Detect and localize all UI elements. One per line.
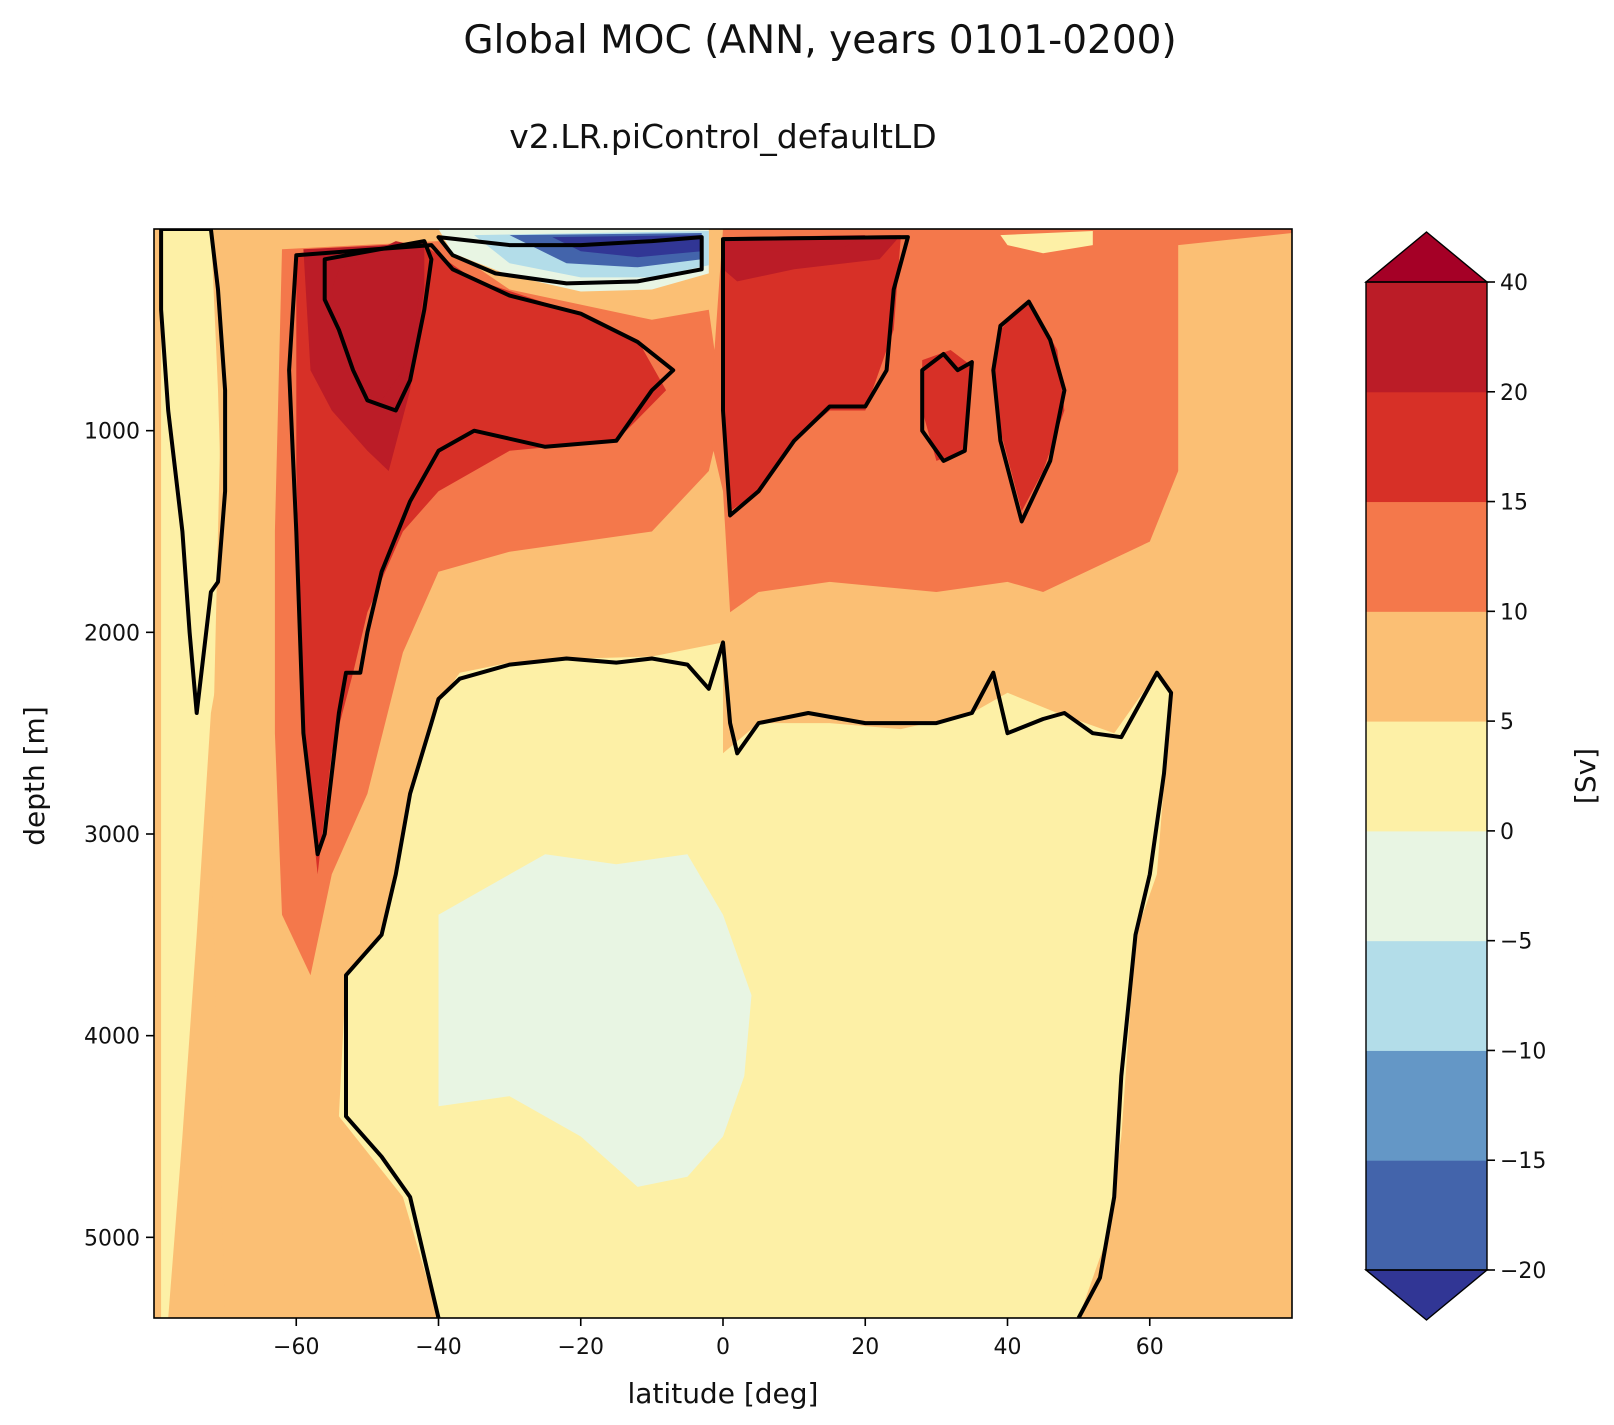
y-tick-label: 1000: [84, 420, 140, 445]
chart-title: Global MOC (ANN, years 0101-0200): [463, 18, 1176, 63]
colorbar-tick-label: 40: [1500, 271, 1528, 296]
y-tick-label: 5000: [84, 1226, 140, 1251]
y-axis-ticks: 1000 2000 3000 4000 5000: [84, 420, 154, 1251]
colorbar-band: [1366, 501, 1487, 612]
region-amoc-upper-cell: [723, 237, 901, 512]
colorbar-band: [1366, 830, 1487, 942]
contour-zero-contour-southern: [159, 229, 228, 715]
chart-subtitle: v2.LR.piControl_defaultLD: [509, 117, 936, 156]
colorbar-band: [1366, 1050, 1487, 1161]
colorbar-tick-label: 0: [1500, 820, 1514, 845]
colorbar-extend-min: [1364, 1269, 1489, 1321]
colorbar-label: [Sv]: [1569, 748, 1602, 804]
colorbar-band: [1366, 940, 1487, 1051]
contour-amoc-patch-contour-a: [920, 352, 974, 463]
plot-area: −60 −40 −20 0 20 40 60 1000 2000 3000 4000 5000: [84, 228, 1293, 1360]
region-amoc-subpolar-patch-b: [993, 299, 1065, 512]
colorbar-tick-label: −15: [1500, 1149, 1546, 1174]
contour-amoc-patch-contour-b: [991, 299, 1067, 524]
x-tick-label: −20: [558, 1335, 604, 1360]
colorbar-tick-label: 5: [1500, 710, 1514, 735]
region-amoc-subpolar-patch-a: [922, 350, 972, 461]
y-tick-label: 2000: [84, 621, 140, 646]
colorbar-band: [1366, 282, 1487, 393]
y-axis-label: depth [m]: [18, 706, 51, 846]
x-tick-label: −40: [415, 1335, 461, 1360]
colorbar-tick-label: 20: [1500, 381, 1528, 406]
x-tick-label: 60: [1136, 1335, 1164, 1360]
x-axis-ticks: −60 −40 −20 0 20 40 60: [273, 1318, 1164, 1360]
colorbar-tick-label: −5: [1500, 930, 1532, 955]
region-deep-abyssal-cell: [338, 642, 1172, 1318]
region-deacon-cell-max: [331, 241, 425, 401]
colorbar-band: [1366, 611, 1487, 722]
filled-contours: [161, 229, 1292, 1318]
colorbar-frame: [1365, 281, 1488, 1271]
x-tick-label: 0: [716, 1335, 730, 1360]
x-tick-label: −60: [273, 1335, 319, 1360]
x-axis-label: latitude [deg]: [628, 1377, 819, 1410]
colorbar-tick-label: −10: [1500, 1039, 1546, 1064]
contour-lines: [159, 229, 1174, 1318]
contour-deacon-20-contour: [322, 239, 434, 413]
colorbar-extend-max: [1364, 231, 1489, 283]
x-tick-label: 40: [994, 1335, 1022, 1360]
contour-amoc-10-contour: [721, 235, 910, 518]
colorbar: −20 −15 −10 −5 0 5 10 15 20 40: [1364, 231, 1546, 1321]
y-tick-label: 4000: [84, 1025, 140, 1050]
colorbar-band: [1366, 721, 1487, 832]
colorbar-tick-label: 15: [1500, 491, 1528, 516]
region-arctic-neg-patch: [1000, 231, 1093, 254]
x-tick-label: 20: [851, 1335, 879, 1360]
contour-zero-contour-deep: [344, 640, 1174, 1318]
contour-deacon-10-contour: [287, 243, 676, 857]
colorbar-band: [1366, 391, 1487, 503]
colorbar-band: [1366, 1160, 1487, 1271]
contour-subtropical-neg-contour: [436, 235, 704, 286]
colorbar-tick-label: −20: [1500, 1259, 1546, 1284]
y-tick-label: 3000: [84, 823, 140, 848]
region-abyssal-minimum: [438, 854, 752, 1187]
colorbar-tick-label: 10: [1500, 600, 1528, 625]
